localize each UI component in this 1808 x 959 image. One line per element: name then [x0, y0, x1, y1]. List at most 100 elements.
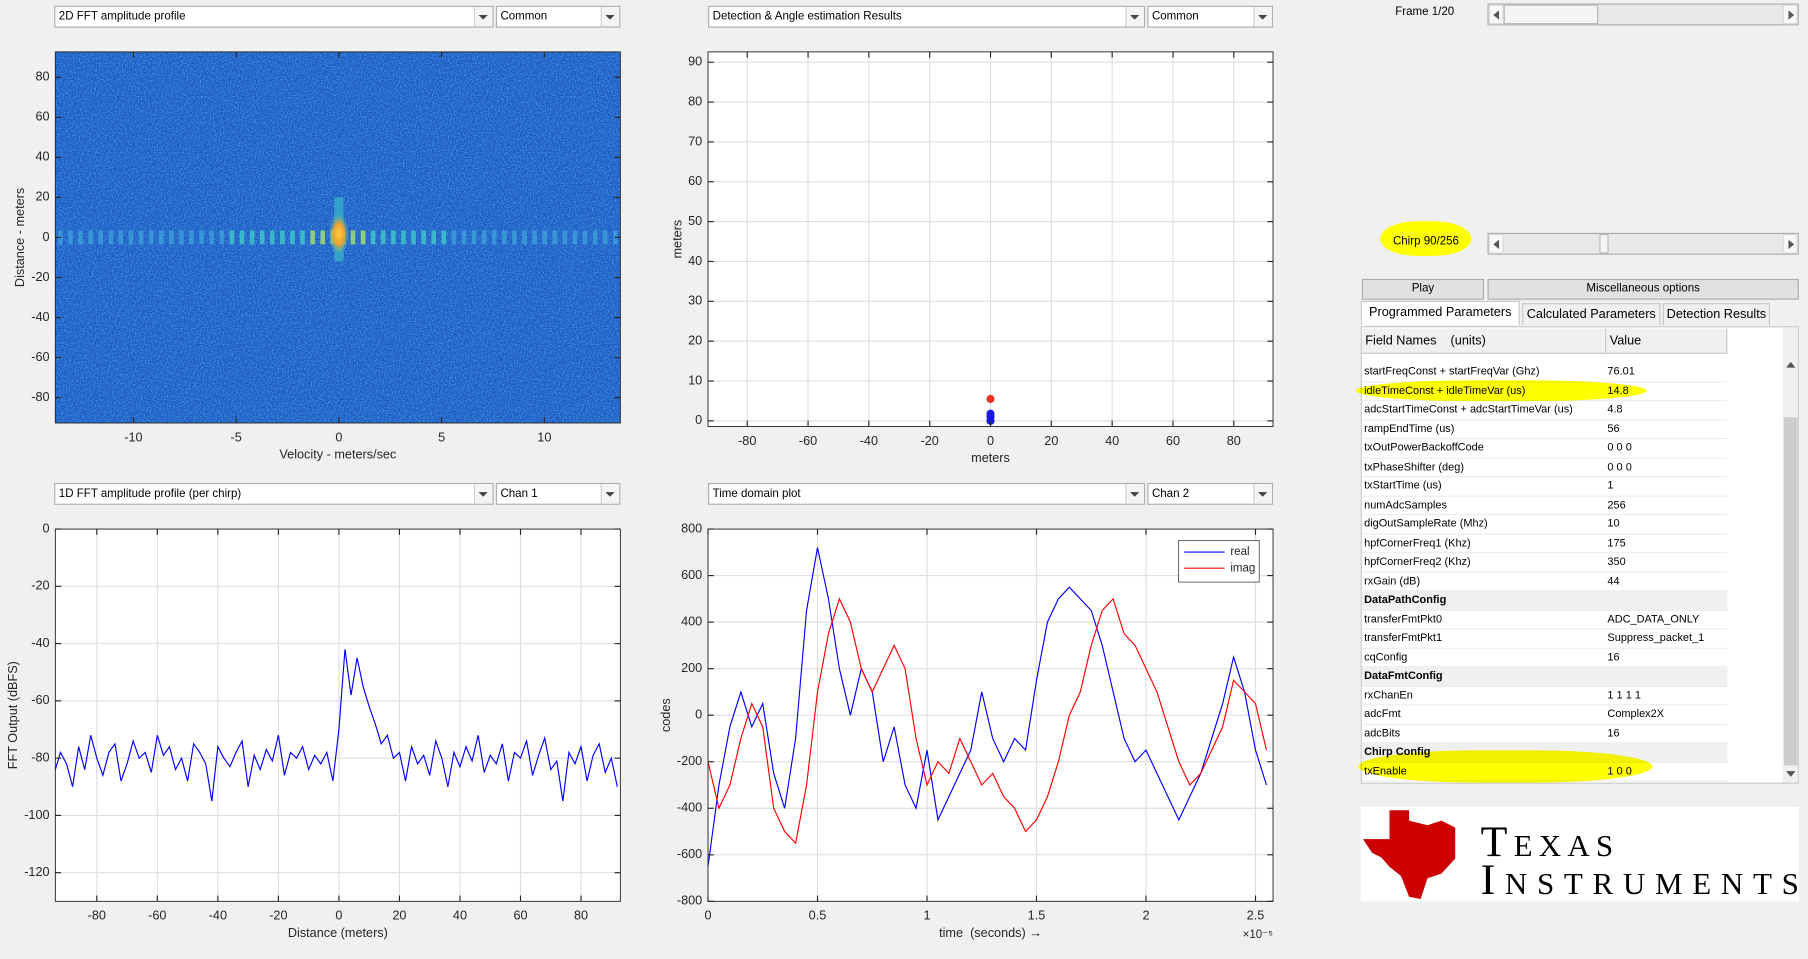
- y-tick-label: 0: [695, 413, 702, 427]
- heatmap-cell: [148, 230, 154, 245]
- y-tick-label: -400: [677, 801, 702, 815]
- x-tick-label: 0: [704, 909, 711, 923]
- heatmap-cell: [481, 230, 487, 245]
- heatmap-cell: [88, 230, 93, 245]
- tab[interactable]: Detection Results: [1662, 303, 1771, 326]
- option-select[interactable]: Chan 1: [495, 482, 621, 505]
- param-row: adcBits 16: [1361, 724, 1728, 744]
- heatmap-cell: [522, 230, 527, 245]
- y-tick-label: -40: [31, 310, 49, 324]
- line-series: [708, 547, 1267, 867]
- param-row: rxGain (dB) 44: [1361, 572, 1728, 592]
- tab[interactable]: Programmed Parameters: [1360, 300, 1520, 326]
- x-tick-label: 80: [574, 909, 588, 923]
- heatmap-cell: [532, 230, 537, 245]
- x-tick-label: -5: [231, 430, 242, 444]
- heatmap-cell: [68, 230, 73, 245]
- x-tick-label: 0: [335, 909, 342, 923]
- field-value: Suppress_packet_1: [1607, 631, 1705, 645]
- plot-select[interactable]: Time domain plot: [708, 482, 1146, 505]
- y-tick-label: 10: [688, 373, 702, 387]
- y-tick-label: 0: [43, 230, 50, 244]
- heatmap-cell: [572, 230, 578, 245]
- param-row: cqConfig 16: [1361, 648, 1728, 668]
- x-tick-label: 20: [392, 909, 406, 923]
- play-button[interactable]: Play: [1361, 278, 1485, 300]
- option-select[interactable]: Common: [495, 5, 621, 28]
- x-tick-label: 5: [438, 430, 445, 444]
- plot-select[interactable]: Detection & Angle estimation Results: [708, 5, 1146, 28]
- heatmap-cell: [461, 230, 467, 245]
- field-name: txPhaseShifter (deg): [1364, 460, 1464, 474]
- field-value: 16: [1607, 650, 1620, 664]
- y-tick-label: 60: [35, 110, 49, 124]
- y-tick-label: 90: [688, 55, 702, 69]
- y-tick-label: 40: [35, 150, 49, 164]
- chirp-slider[interactable]: [1487, 232, 1799, 255]
- point: [986, 394, 995, 403]
- heatmap-cell: [401, 230, 406, 245]
- field-value: 4.8: [1607, 403, 1623, 417]
- field-name: transferFmtPkt1: [1364, 631, 1443, 645]
- field-value: 0 0 0: [1607, 460, 1632, 474]
- scrollbar[interactable]: [1782, 327, 1798, 783]
- x-tick-label: 40: [453, 909, 467, 923]
- option-select[interactable]: Chan 2: [1147, 482, 1274, 505]
- option-select[interactable]: Common: [1147, 5, 1274, 28]
- legend-label: real: [1230, 546, 1249, 558]
- y-tick-label: 70: [688, 134, 702, 148]
- plot-area: [708, 51, 1274, 427]
- y-tick-label: -20: [31, 270, 49, 284]
- heatmap-cell: [219, 230, 225, 245]
- field-value: 256: [1607, 498, 1626, 512]
- heatmap-cell: [290, 230, 295, 245]
- field-name: transferFmtPkt0: [1364, 612, 1443, 626]
- legend-box: [1178, 540, 1260, 583]
- x-tick-label: -80: [88, 909, 106, 923]
- field-name: cqConfig: [1364, 650, 1408, 664]
- plot-select[interactable]: 2D FFT amplitude profile: [54, 5, 494, 28]
- heatmap-cell: [592, 230, 598, 245]
- section-name: DataPathConfig: [1364, 593, 1447, 607]
- heatmap-cell: [169, 230, 174, 245]
- heatmap-cell: [421, 230, 426, 245]
- plot-select[interactable]: 1D FFT amplitude profile (per chirp): [54, 482, 494, 505]
- heatmap-cell: [562, 230, 568, 245]
- field-name: digOutSampleRate (Mhz): [1364, 517, 1488, 531]
- frame-slider[interactable]: [1487, 3, 1799, 26]
- param-row: transferFmtPkt0 ADC_DATA_ONLY: [1361, 610, 1728, 630]
- field-name: adcStartTimeConst + adcStartTimeVar (us): [1364, 403, 1573, 417]
- heatmap-cell: [370, 230, 376, 245]
- x-tick-label: -10: [124, 430, 142, 444]
- y-tick-label: 60: [688, 174, 702, 188]
- heatmap-cell: [491, 230, 497, 245]
- x-tick-label: 0: [987, 434, 994, 448]
- tab[interactable]: Calculated Parameters: [1522, 303, 1661, 326]
- field-value: 56: [1607, 422, 1620, 436]
- heatmap-cell: [391, 230, 396, 245]
- field-value: 10: [1607, 517, 1620, 531]
- line-series: [708, 597, 1268, 845]
- y-tick-label: -60: [31, 350, 49, 364]
- logo-mark: [1362, 810, 1456, 900]
- y-tick-label: 200: [681, 661, 702, 675]
- rows: startFreqConst + startFreqVar (Ghz) 76.01…: [1361, 363, 1728, 782]
- x-tick-label: 0.5: [809, 909, 827, 923]
- field-name: rampEndTime (us): [1364, 422, 1455, 436]
- param-row: txStartTime (us) 1: [1361, 477, 1728, 497]
- field-name: adcFmt: [1364, 707, 1401, 721]
- x-tick-label: -60: [148, 909, 166, 923]
- x-tick-label: -40: [209, 909, 227, 923]
- x-tick-label: 1.5: [1028, 909, 1046, 923]
- heatmap-cell: [239, 230, 245, 245]
- y-tick-label: -80: [31, 750, 49, 764]
- field-name: adcBits: [1364, 726, 1401, 740]
- field-value: 1 1 1 1: [1607, 688, 1641, 702]
- misc-button[interactable]: Miscellaneous options: [1487, 278, 1799, 300]
- field-name: startFreqConst + startFreqVar (Ghz): [1364, 365, 1540, 379]
- heatmap-cell: [542, 230, 548, 245]
- highlight: [1380, 221, 1472, 256]
- field-value: 44: [1607, 574, 1620, 588]
